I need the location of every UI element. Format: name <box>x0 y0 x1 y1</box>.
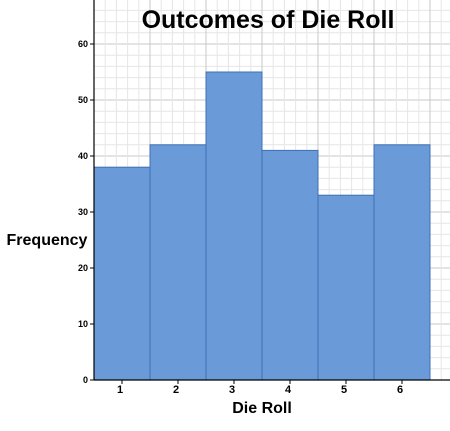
y-tick-label: 60 <box>78 39 88 49</box>
bar-3 <box>205 71 263 381</box>
y-axis-label: Frequency <box>7 232 88 249</box>
chart-title: Outcomes of Die Roll <box>142 6 395 34</box>
chart-axes <box>90 0 450 384</box>
x-tick-label: 6 <box>397 384 403 396</box>
x-tick-label: 3 <box>229 384 235 396</box>
x-tick-label: 4 <box>285 384 292 396</box>
bar-4 <box>261 149 319 381</box>
y-tick-label: 20 <box>78 263 88 273</box>
x-tick-label: 1 <box>117 384 123 396</box>
y-tick-label: 0 <box>83 375 88 385</box>
y-tick-label: 10 <box>78 319 88 329</box>
bar-2 <box>149 144 207 381</box>
x-tick-labels: 1 2 3 4 5 6 <box>117 384 403 396</box>
chart-bars <box>93 71 431 381</box>
bar-6 <box>373 144 431 381</box>
x-axis-label: Die Roll <box>232 400 292 417</box>
y-tick-label: 40 <box>78 151 88 161</box>
y-tick-label: 50 <box>78 95 88 105</box>
bar-1 <box>93 166 151 381</box>
x-tick-label: 2 <box>173 384 179 396</box>
bar-5 <box>317 194 375 381</box>
y-tick-labels: 0 10 20 30 40 50 60 <box>78 39 88 385</box>
y-tick-label: 30 <box>78 207 88 217</box>
x-tick-label: 5 <box>341 384 347 396</box>
